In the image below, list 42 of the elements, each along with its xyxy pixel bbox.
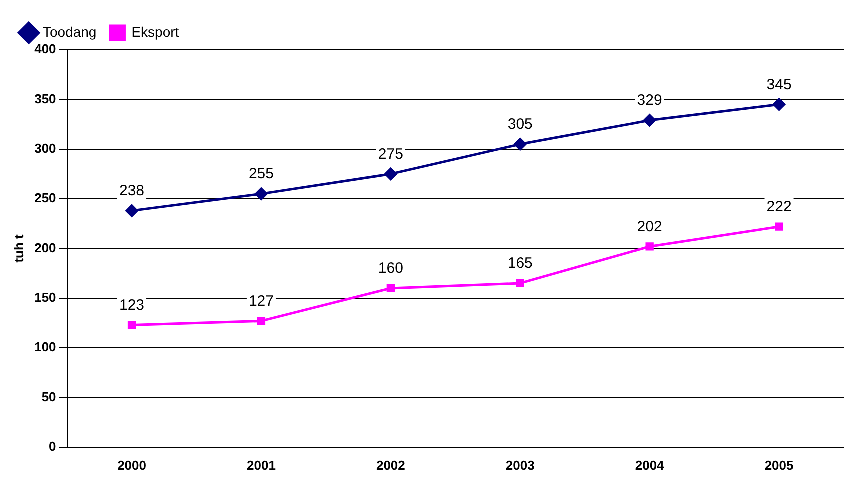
data-label: 275 [378, 146, 404, 163]
y-axis-title: tuh t [11, 234, 26, 263]
x-tick-label: 2005 [764, 458, 794, 473]
point [773, 98, 786, 111]
data-label: 202 [637, 218, 662, 236]
point [775, 222, 784, 231]
point [646, 242, 654, 251]
data-label: 160 [378, 260, 404, 278]
y-tick-label: 350 [34, 91, 56, 106]
point [386, 284, 395, 293]
point [126, 204, 138, 218]
point [384, 168, 398, 180]
legend-label: Toodang [43, 24, 97, 40]
data-label: 238 [120, 182, 145, 200]
x-tick-label: 2001 [247, 458, 276, 473]
x-tick-label: 2003 [506, 458, 535, 473]
point [514, 138, 527, 151]
point [257, 317, 266, 326]
y-tick-label: 250 [34, 190, 56, 206]
data-label: 305 [508, 116, 533, 134]
legend-label: Eksport [132, 24, 180, 40]
point [128, 321, 136, 330]
y-tick-label: 100 [34, 340, 56, 355]
point [644, 114, 656, 127]
point [255, 188, 268, 200]
y-tick-label: 300 [34, 140, 56, 156]
y-tick-label: 200 [34, 240, 56, 256]
data-label: 165 [508, 255, 533, 272]
y-tick-label: 50 [42, 389, 56, 404]
point [516, 279, 524, 288]
x-tick-label: 2000 [118, 458, 146, 473]
y-tick-label: 0 [49, 438, 56, 454]
data-label: 127 [248, 292, 274, 310]
y-tick-label: 150 [34, 290, 56, 305]
x-tick-label: 2002 [376, 458, 406, 473]
data-label: 255 [248, 166, 274, 183]
data-label: 329 [637, 92, 662, 110]
data-label: 123 [120, 296, 145, 314]
data-label: 222 [766, 198, 792, 216]
data-label: 345 [766, 76, 792, 94]
x-tick-label: 2004 [635, 458, 666, 473]
y-tick-label: 400 [34, 42, 56, 57]
